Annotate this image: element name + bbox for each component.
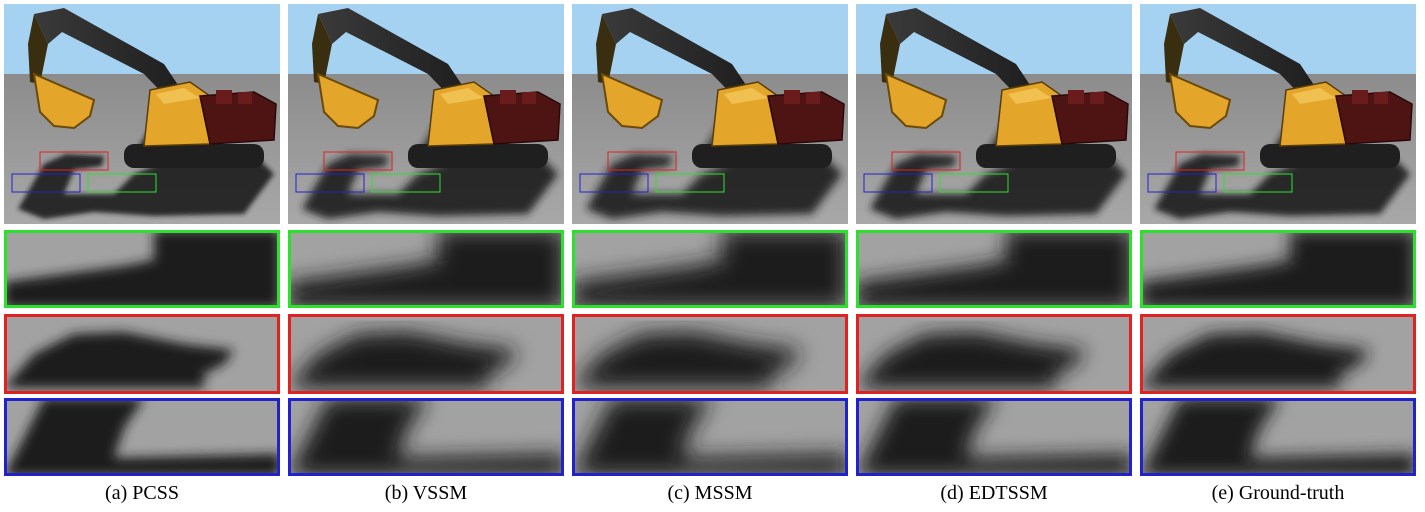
stick-arm — [1164, 14, 1184, 84]
crop-red — [1140, 314, 1416, 394]
engine-box — [500, 90, 516, 104]
tracks — [408, 144, 548, 168]
roi-box-green — [655, 173, 725, 193]
tracks — [124, 144, 264, 168]
engine-box — [784, 90, 800, 104]
engine-box — [1374, 92, 1388, 104]
roi-box-red — [39, 151, 109, 171]
crop-blue — [1140, 398, 1416, 476]
roi-box-green — [371, 173, 441, 193]
crop-green — [856, 230, 1132, 308]
boom-arm — [602, 8, 752, 100]
bucket — [600, 72, 664, 130]
engine-box — [806, 92, 820, 104]
cab-roof — [440, 88, 484, 104]
cab-roof — [1008, 88, 1052, 104]
roi-box-green — [1223, 173, 1293, 193]
tracks — [1260, 144, 1400, 168]
roi-box-green — [939, 173, 1009, 193]
engine-box — [1352, 90, 1368, 104]
roi-box-red — [1175, 151, 1245, 171]
crop-red — [856, 314, 1132, 394]
roi-box-blue — [863, 173, 933, 193]
panel-caption: (b) VSSM — [384, 482, 468, 504]
scene-render — [4, 4, 280, 224]
crop-green — [4, 230, 280, 308]
crop-blue — [856, 398, 1132, 476]
stick-arm — [312, 14, 332, 84]
roi-box-red — [323, 151, 393, 171]
cab-roof — [156, 88, 200, 104]
roi-box-blue — [295, 173, 365, 193]
crop-blue — [572, 398, 848, 476]
roi-box-green — [87, 173, 157, 193]
bucket — [316, 72, 380, 130]
engine-box — [1090, 92, 1104, 104]
engine-box — [1068, 90, 1084, 104]
panel-caption: (d) EDTSSM — [940, 482, 1048, 504]
tracks — [976, 144, 1116, 168]
bucket — [1168, 72, 1232, 130]
panel-caption: (c) MSSM — [667, 482, 753, 504]
tracks — [692, 144, 832, 168]
boom-arm — [318, 8, 468, 100]
roi-box-blue — [579, 173, 649, 193]
crop-red — [572, 314, 848, 394]
cab-roof — [1292, 88, 1336, 104]
roi-box-blue — [11, 173, 81, 193]
panel-caption: (a) PCSS — [105, 482, 179, 504]
crop-green — [572, 230, 848, 308]
cab-roof — [724, 88, 768, 104]
stick-arm — [28, 14, 48, 84]
scene-render — [572, 4, 848, 224]
crop-green — [1140, 230, 1416, 308]
boom-arm — [886, 8, 1036, 100]
engine-box — [238, 92, 252, 104]
scene-render — [856, 4, 1132, 224]
crop-blue — [4, 398, 280, 476]
stick-arm — [880, 14, 900, 84]
roi-box-red — [607, 151, 677, 171]
panel-caption: (e) Ground-truth — [1211, 482, 1345, 504]
bucket — [32, 72, 96, 130]
boom-arm — [34, 8, 184, 100]
engine-box — [522, 92, 536, 104]
scene-render — [1140, 4, 1416, 224]
engine-box — [216, 90, 232, 104]
stick-arm — [596, 14, 616, 84]
roi-box-red — [891, 151, 961, 171]
boom-arm — [1170, 8, 1320, 100]
roi-box-blue — [1147, 173, 1217, 193]
scene-render — [288, 4, 564, 224]
crop-blue — [288, 398, 564, 476]
crop-red — [4, 314, 280, 394]
crop-red — [288, 314, 564, 394]
bucket — [884, 72, 948, 130]
crop-green — [288, 230, 564, 308]
